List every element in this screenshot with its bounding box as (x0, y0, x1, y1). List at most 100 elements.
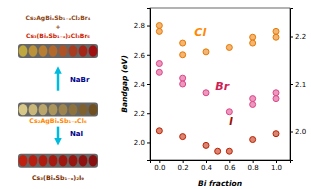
scheme: Cs₂AgBiₓSb₁₋ₓCl₂Br₄+Cs₃(BiₓSb₁₋ₓ)₂Cl₃Br₆… (18, 14, 98, 182)
tick-label: 0.4 (201, 164, 213, 172)
points (156, 23, 279, 155)
point (250, 101, 256, 107)
point (273, 28, 279, 34)
tick-mark (147, 84, 150, 85)
series (156, 61, 279, 115)
tick: 2.8 (134, 22, 150, 30)
reaction-arrow (57, 127, 60, 142)
vial (29, 45, 38, 56)
tick: 1.0 (271, 160, 282, 172)
tick-mark (147, 26, 150, 27)
scheme-label: Cs₃(BiₓSb₁₋ₓ)₂Cl₃Br₆ (26, 32, 90, 39)
tick: 0.4 (201, 160, 213, 172)
tick: 0.0 (154, 160, 165, 172)
point (156, 61, 162, 67)
tick-label: 0.2 (178, 164, 189, 172)
tick: 2.0 (134, 139, 150, 147)
reaction-arrow (57, 70, 60, 91)
vial (79, 45, 88, 56)
tick-label: 2.2 (295, 33, 306, 41)
scheme-label: Cs₃(BiₓSb₁₋ₓ)₂I₉ (32, 174, 84, 181)
vial (59, 155, 68, 166)
tick-label: 0.6 (224, 164, 236, 172)
vial (69, 104, 78, 115)
x-axis: 0.0 0.2 0.4 0.6 0.8 1.0 (151, 160, 291, 172)
point (226, 148, 232, 154)
point (156, 69, 162, 75)
series-label: I (229, 116, 233, 127)
tick: 2.1 (290, 81, 306, 89)
tick: 2.2 (134, 110, 150, 118)
tick-label: 1.0 (271, 164, 282, 172)
point (273, 131, 279, 137)
tick-label: 2.2 (134, 110, 145, 118)
vial (19, 155, 28, 166)
tick-mark (159, 160, 160, 163)
axis-line (151, 161, 291, 164)
strip (18, 154, 98, 168)
tick: 0.2 (178, 160, 189, 172)
point (203, 90, 209, 96)
tick-label: 2.0 (295, 128, 306, 136)
vial (49, 45, 58, 56)
series-label: Br (215, 80, 229, 93)
vial (29, 155, 38, 166)
vial (79, 104, 88, 115)
x-axis-title: Bi fraction (198, 179, 242, 188)
chart: 0.0 0.2 0.4 0.6 0.8 1.0 2.0 2.2 2.4 2.6 2.8 2.0 2.1 2… (0, 0, 311, 189)
scheme-label: Cs₂AgBiₓSb₁₋ₓCl₂Br₄ (26, 14, 91, 22)
vial (79, 155, 88, 166)
point (250, 34, 256, 40)
tick-mark (290, 132, 293, 133)
point (156, 28, 162, 34)
point (180, 52, 186, 58)
scheme-label: Cs₂AgBiₓSb₁₋ₓCl₆ (29, 117, 87, 125)
strip (18, 44, 98, 58)
point (226, 109, 232, 115)
vial (59, 104, 68, 115)
point (203, 49, 209, 55)
strip-bg (18, 154, 98, 168)
vial (39, 155, 48, 166)
vial (69, 45, 78, 56)
tick: 2.2 (290, 33, 306, 41)
tick-mark (147, 113, 150, 114)
point (273, 90, 279, 96)
tick: 0.8 (248, 160, 259, 172)
tick-mark (183, 160, 184, 163)
vial (49, 104, 58, 115)
tick-mark (147, 55, 150, 56)
vial (89, 155, 98, 166)
scheme-label: NaI (70, 130, 83, 138)
vial (59, 45, 68, 56)
strip (18, 103, 98, 117)
tick: 2.4 (134, 81, 150, 89)
tick-label: 0.0 (154, 164, 165, 172)
tick: 2.6 (134, 52, 150, 60)
vial (49, 155, 58, 166)
tick-mark (206, 160, 207, 163)
tick-mark (253, 160, 254, 163)
point (250, 96, 256, 102)
y-axis: 2.0 2.2 2.4 2.6 2.8 (134, 9, 151, 161)
point (250, 40, 256, 46)
vial (89, 45, 98, 56)
vial (19, 104, 28, 115)
strip-bg (18, 103, 98, 117)
plot-frame (150, 8, 290, 160)
axis-line (291, 9, 294, 161)
tick-mark (290, 84, 293, 85)
strip-bg (18, 44, 98, 58)
tick-label: 2.1 (295, 81, 306, 89)
y-axis-title: Bandgap (eV) (120, 55, 129, 113)
series-label: Cl (194, 26, 206, 39)
tick-mark (147, 142, 150, 143)
point (273, 34, 279, 40)
point (273, 96, 279, 102)
tick: 2.0 (290, 128, 306, 136)
vial (29, 104, 38, 115)
point (250, 137, 256, 143)
point (180, 134, 186, 140)
vial (89, 104, 98, 115)
point (226, 44, 232, 50)
